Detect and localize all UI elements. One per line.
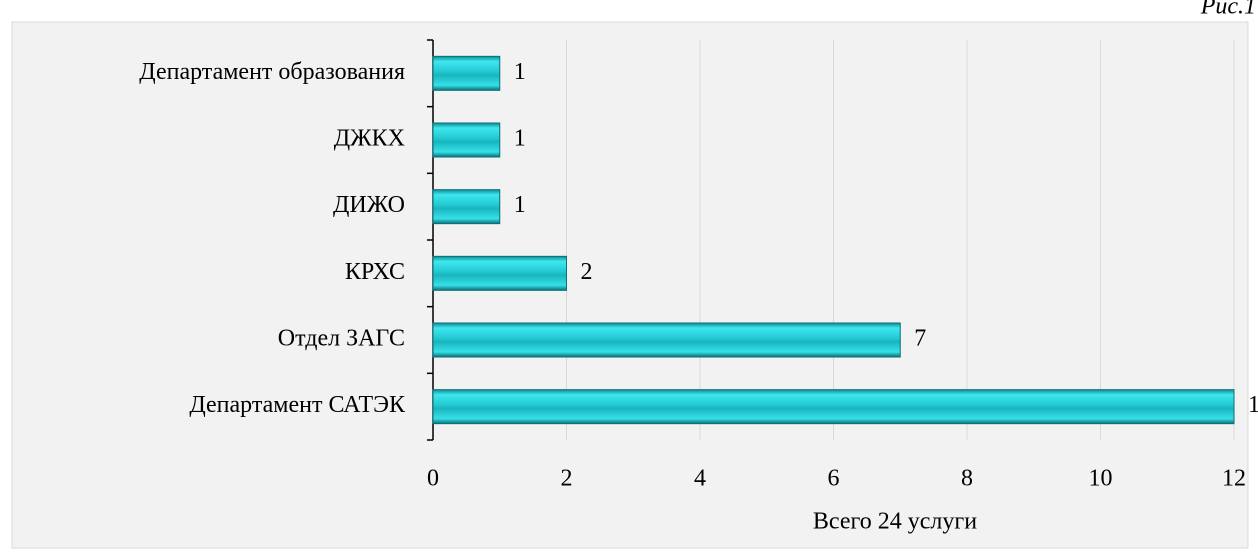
bar <box>432 55 501 91</box>
y-tick-label: Департамент САТЭК <box>189 392 406 418</box>
x-tick-label: 12 <box>1222 466 1246 492</box>
x-tick-label: 6 <box>828 466 840 492</box>
x-tick-label: 0 <box>427 466 439 492</box>
y-tick-label: Департамент образования <box>139 59 405 85</box>
y-tick-label: ДЖКХ <box>334 126 405 152</box>
data-label: 2 <box>581 259 593 285</box>
bar <box>432 322 901 358</box>
data-label: 7 <box>914 326 926 352</box>
bar <box>432 189 501 225</box>
x-tick-label: 2 <box>561 466 573 492</box>
y-tick-label: КРХС <box>345 259 405 285</box>
x-tick-label: 8 <box>961 466 973 492</box>
data-label: 1 <box>514 126 526 152</box>
bar <box>432 389 1235 425</box>
data-label: 1 <box>514 59 526 85</box>
bar <box>432 122 501 158</box>
bar <box>432 255 567 291</box>
x-tick-label: 10 <box>1089 466 1113 492</box>
chart-background <box>11 21 1249 549</box>
x-axis-title: Всего 24 услуги <box>813 509 977 535</box>
figure-caption: Рис.1 <box>1200 0 1256 20</box>
y-tick-label: Отдел ЗАГС <box>278 326 405 352</box>
y-tick-label: ДИЖО <box>333 192 405 218</box>
data-label: 1 <box>514 192 526 218</box>
x-tick-label: 4 <box>694 466 706 492</box>
data-label: 12 <box>1248 392 1258 418</box>
